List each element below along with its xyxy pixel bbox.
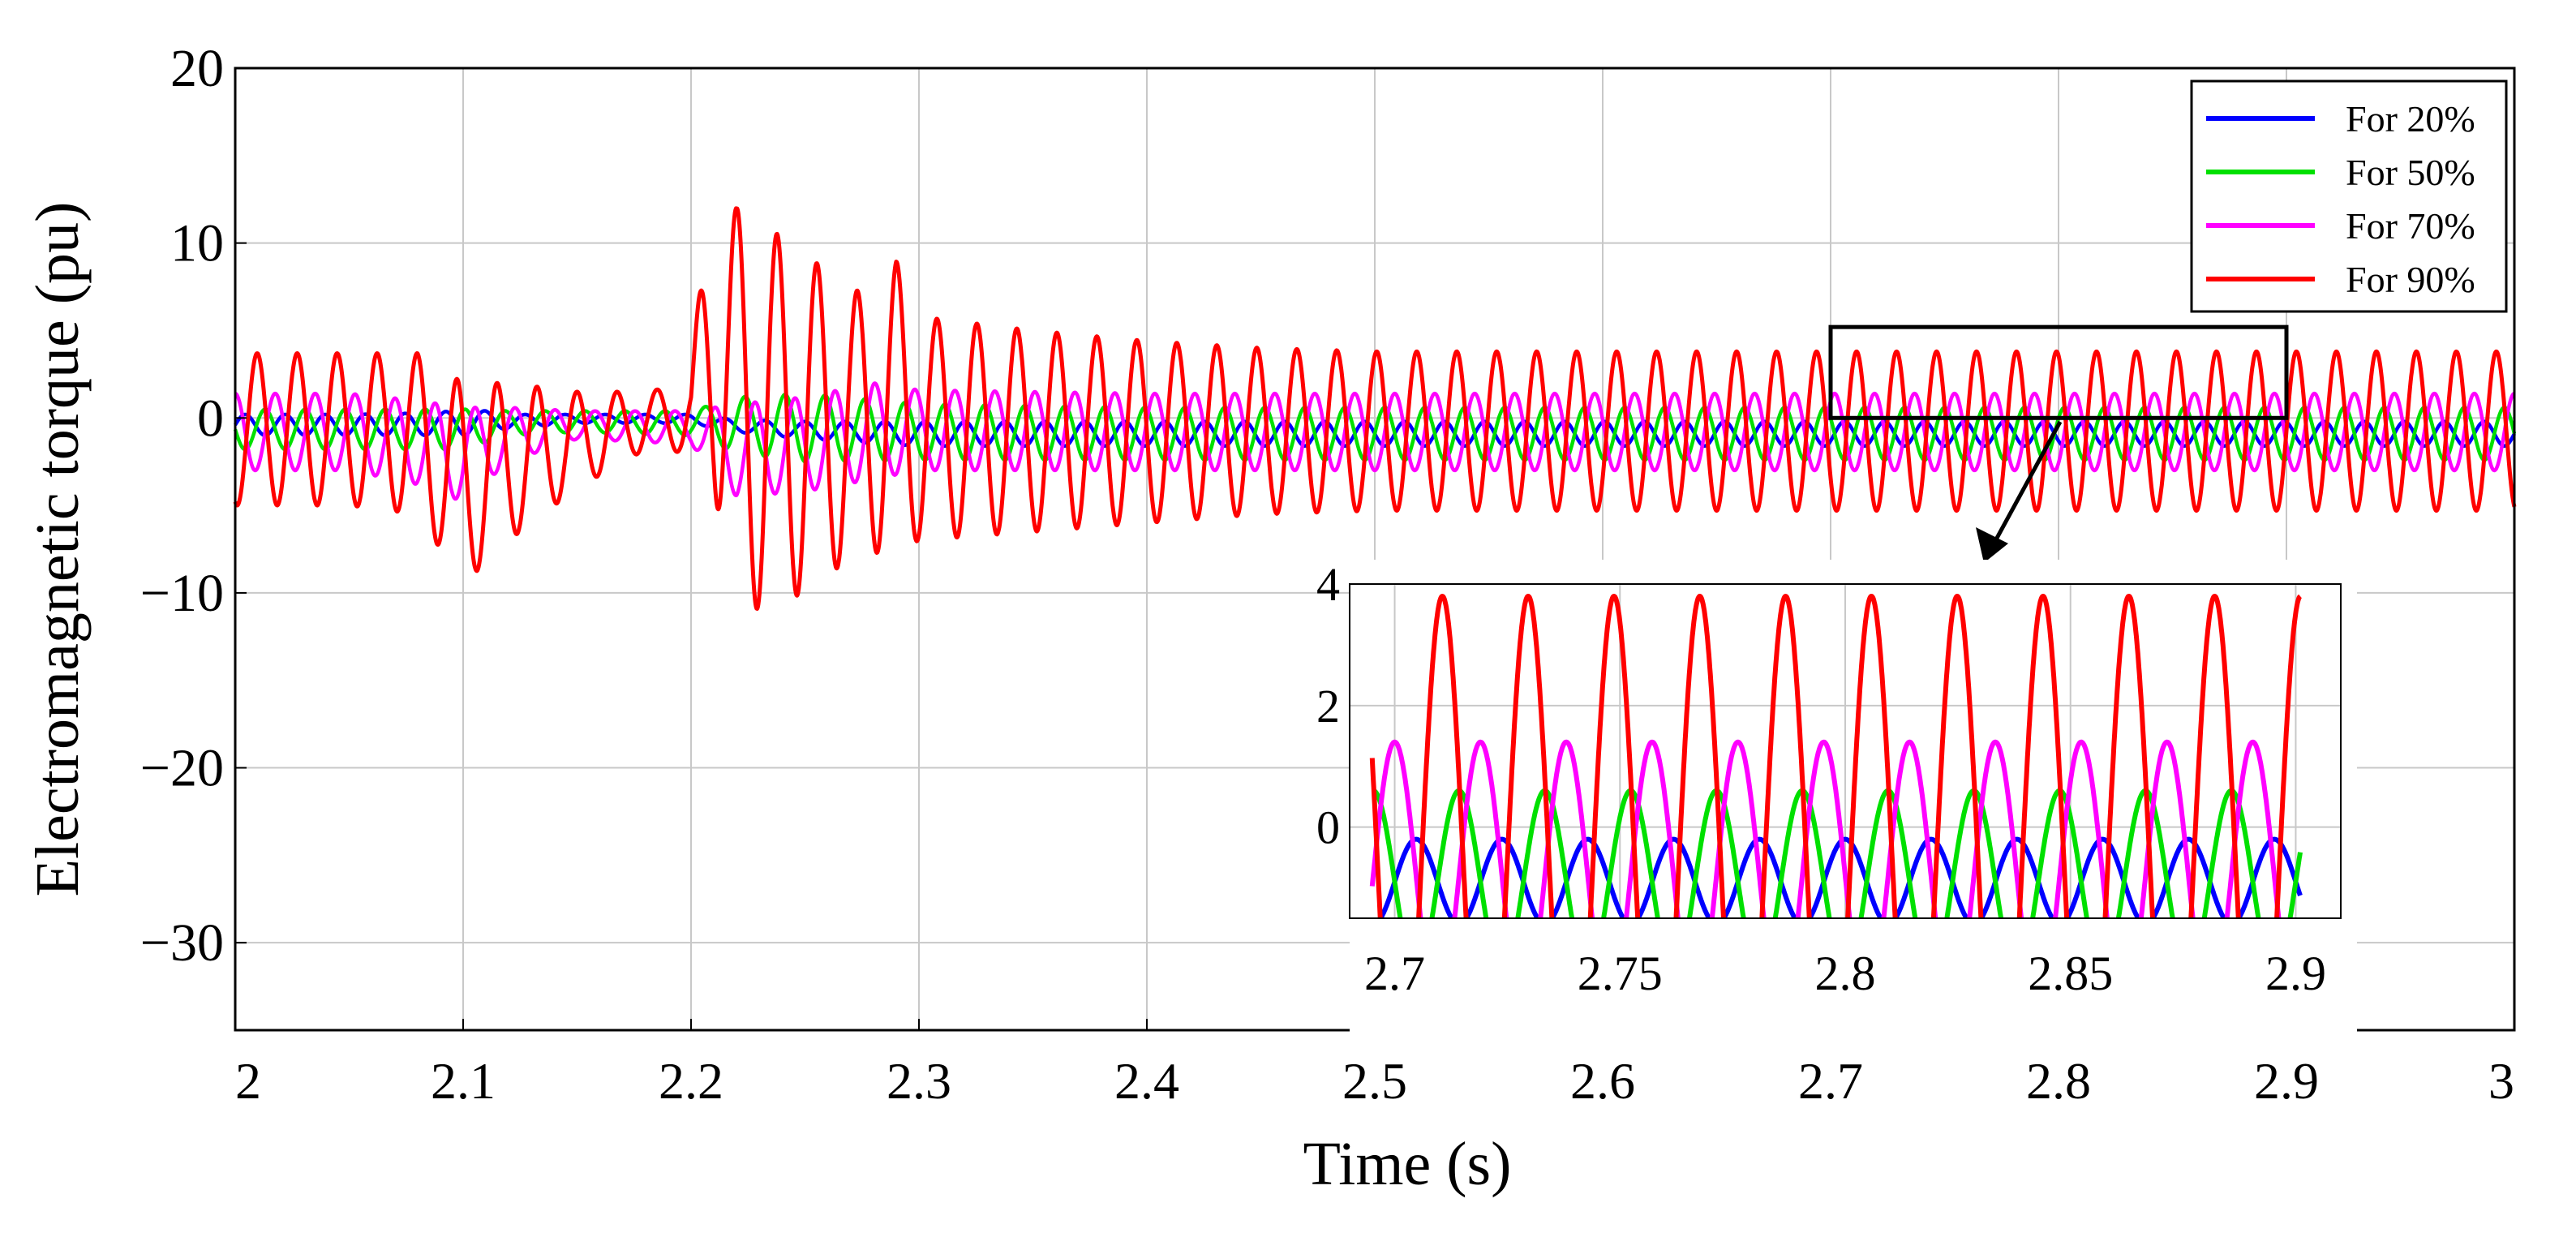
- zoom-annotation: [1828, 324, 2289, 563]
- zoom-arrow-head: [1976, 527, 2008, 563]
- x-tick-label: 2.9: [2254, 1052, 2319, 1110]
- legend: For 20% For 50% For 70% For 90%: [2190, 79, 2508, 313]
- legend-label: For 50%: [2346, 152, 2475, 193]
- x-tick-label: 2.4: [1114, 1052, 1179, 1110]
- zoom-box: [1828, 324, 2289, 420]
- main-series-group: [233, 206, 2517, 611]
- y-tick-label: 10: [170, 214, 224, 273]
- inset-x-tick-label: 2.85: [2028, 947, 2113, 1000]
- series-line: [233, 393, 2517, 464]
- main-tick-labels: 2 2.1 2.2 2.3 2.4 2.5 2.6 2.7 2.8 2.9 320100−10−20…: [140, 39, 2515, 1110]
- inset-y-tick-label: 4: [1316, 558, 1340, 611]
- inset-chart: 2.7 2.75 2.8 2.85 2.9 4 2 0: [1316, 558, 2357, 1040]
- x-tick-label: 2: [235, 1052, 261, 1110]
- x-axis-label: Time (s): [1303, 1130, 1512, 1198]
- legend-label: For 70%: [2346, 205, 2475, 247]
- inset-x-tick-label: 2.8: [1815, 947, 1876, 1000]
- inset-y-tick-label: 2: [1316, 680, 1340, 732]
- y-tick-label: 0: [197, 389, 224, 448]
- x-tick-label: 3: [2488, 1052, 2514, 1110]
- y-tick-label: −20: [140, 739, 224, 798]
- legend-label: For 90%: [2346, 259, 2475, 300]
- inset-series-line: [1369, 739, 2282, 918]
- inset-y-tick-label: 0: [1316, 801, 1340, 854]
- x-tick-label: 2.7: [1798, 1052, 1863, 1110]
- x-tick-label: 2.2: [659, 1052, 723, 1110]
- inset-series-line: [1377, 836, 2303, 918]
- series-line: [234, 381, 2516, 501]
- zoom-arrow-shaft: [1988, 420, 2063, 552]
- y-axis-label: Electromagnetic torque (pu): [24, 202, 92, 897]
- inset-plot-frame: [1349, 583, 2342, 919]
- inset-x-tick-label: 2.7: [1364, 947, 1425, 1000]
- inset-tick-labels: 2.7 2.75 2.8 2.85 2.9 4 2 0: [1316, 558, 2326, 1000]
- x-tick-label: 2.1: [431, 1052, 496, 1110]
- inset-series-group: [1369, 594, 2303, 918]
- inset-x-tick-label: 2.9: [2265, 947, 2326, 1000]
- inset-x-tick-label: 2.75: [1578, 947, 1663, 1000]
- x-tick-label: 2.8: [2026, 1052, 2091, 1110]
- legend-item-50: For 50%: [2206, 152, 2475, 193]
- x-tick-label: 2.5: [1342, 1052, 1407, 1110]
- inset-series-line: [1369, 594, 2303, 918]
- series-line: [233, 206, 2517, 611]
- x-tick-label: 2.6: [1570, 1052, 1635, 1110]
- legend-item-90: For 90%: [2206, 259, 2475, 300]
- legend-label: For 20%: [2346, 98, 2475, 140]
- legend-item-20: For 20%: [2206, 98, 2475, 140]
- y-tick-label: −30: [140, 913, 224, 973]
- x-tick-label: 2.3: [887, 1052, 951, 1110]
- y-tick-label: −10: [140, 564, 224, 623]
- y-tick-label: 20: [170, 39, 224, 98]
- legend-item-70: For 70%: [2206, 205, 2475, 247]
